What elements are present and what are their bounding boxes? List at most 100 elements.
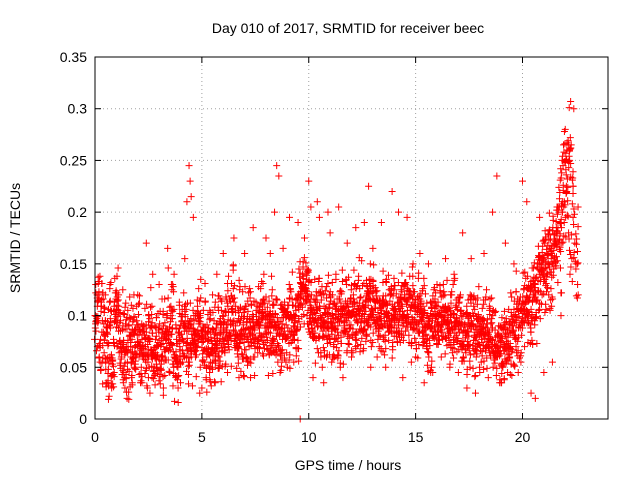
data-point [106,281,114,289]
data-point [123,325,131,333]
data-point [307,278,315,286]
data-point [319,327,327,335]
data-point [381,331,389,339]
data-point [283,363,291,371]
data-point [444,320,452,328]
data-point [385,336,393,344]
data-point [478,325,486,333]
data-point [557,215,565,223]
data-point [330,353,338,361]
data-point [282,358,290,366]
data-point [97,296,105,304]
data-point [343,281,351,289]
data-point [488,294,496,302]
data-point [135,300,143,308]
data-point [483,364,491,372]
data-point [443,276,451,284]
data-point [427,313,435,321]
data-point [512,288,520,296]
data-point [187,347,195,355]
data-point [411,325,419,333]
data-point [285,281,293,289]
data-point [367,343,375,351]
data-point [254,349,262,357]
data-point [362,307,370,315]
data-point [566,270,574,278]
data-point [317,296,325,304]
data-point [135,311,143,319]
data-point [503,346,511,354]
data-point [464,327,472,335]
data-point [125,388,133,396]
data-point [125,395,133,403]
data-point [295,318,303,326]
data-point [259,341,267,349]
data-point [304,266,312,274]
data-point [332,325,340,333]
data-point [556,264,564,272]
data-point [471,305,479,313]
data-point [458,319,466,327]
data-point [411,307,419,315]
data-point [240,373,248,381]
data-point [433,339,441,347]
data-point [103,330,111,338]
data-point [570,205,578,213]
data-point [370,261,378,269]
data-point [565,164,573,172]
data-point [529,298,537,306]
data-point [554,203,562,211]
data-point [427,363,435,371]
data-point [341,322,349,330]
data-point [328,278,336,286]
data-point [328,310,336,318]
data-point [419,342,427,350]
data-point [242,346,250,354]
data-point [124,306,132,314]
data-point [412,353,420,361]
data-point [500,307,508,315]
grid-lines [95,57,608,419]
data-point [115,302,123,310]
data-point [244,357,252,365]
data-point [225,295,233,303]
data-point [334,306,342,314]
data-point [364,315,372,323]
data-point [194,326,202,334]
data-point [409,272,417,280]
data-point [233,364,241,372]
data-point [399,322,407,330]
data-point [501,239,509,247]
data-point [321,319,329,327]
data-point [120,311,128,319]
data-point [167,302,175,310]
data-point [444,303,452,311]
data-point [191,353,199,361]
data-point [187,320,195,328]
data-point [275,342,283,350]
data-point [365,321,373,329]
data-point [101,317,109,325]
data-point [471,389,479,397]
data-point [169,283,177,291]
data-point [107,357,115,365]
data-point [253,316,261,324]
data-point [311,359,319,367]
data-point [212,324,220,332]
data-point [538,291,546,299]
data-point [450,270,458,278]
data-point [377,297,385,305]
data-point [189,382,197,390]
data-point [524,297,532,305]
data-point [271,208,279,216]
data-point [105,392,113,400]
data-point [555,183,563,191]
data-point [354,342,362,350]
data-point [429,368,437,376]
data-point [408,320,416,328]
data-point [177,360,185,368]
data-point [334,316,342,324]
data-point [92,327,100,335]
data-point [491,326,499,334]
data-point [267,318,275,326]
